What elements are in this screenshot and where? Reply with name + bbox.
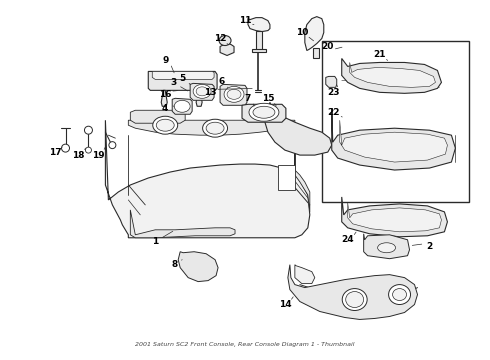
- Text: 8: 8: [171, 260, 177, 269]
- Polygon shape: [196, 90, 202, 106]
- Text: 10: 10: [295, 28, 308, 37]
- Text: 23: 23: [327, 88, 340, 97]
- Ellipse shape: [392, 289, 407, 301]
- Polygon shape: [305, 17, 324, 50]
- Text: 3: 3: [170, 78, 176, 87]
- Polygon shape: [248, 18, 270, 32]
- Text: 6: 6: [219, 77, 225, 86]
- Polygon shape: [278, 165, 295, 190]
- Polygon shape: [130, 110, 185, 123]
- Ellipse shape: [85, 147, 92, 153]
- Polygon shape: [242, 104, 286, 122]
- Ellipse shape: [253, 106, 275, 118]
- Ellipse shape: [206, 122, 224, 134]
- Ellipse shape: [227, 89, 241, 99]
- Polygon shape: [130, 210, 235, 238]
- Ellipse shape: [249, 103, 279, 121]
- Ellipse shape: [109, 141, 116, 149]
- Text: 7: 7: [245, 94, 251, 103]
- Text: 2001 Saturn SC2 Front Console, Rear Console Diagram 1 - Thumbnail: 2001 Saturn SC2 Front Console, Rear Cons…: [135, 342, 355, 347]
- Polygon shape: [295, 125, 310, 212]
- Polygon shape: [342, 197, 447, 237]
- Text: 9: 9: [162, 56, 169, 65]
- Polygon shape: [148, 71, 217, 90]
- Polygon shape: [342, 58, 441, 93]
- Ellipse shape: [378, 243, 395, 253]
- Polygon shape: [350, 62, 436, 87]
- Ellipse shape: [62, 144, 70, 152]
- Ellipse shape: [196, 87, 208, 96]
- Polygon shape: [332, 108, 455, 170]
- Text: 17: 17: [49, 148, 62, 157]
- Polygon shape: [288, 265, 417, 319]
- Ellipse shape: [193, 84, 211, 98]
- Text: 12: 12: [214, 34, 226, 43]
- Ellipse shape: [224, 86, 244, 102]
- Polygon shape: [364, 234, 410, 259]
- Polygon shape: [348, 203, 441, 232]
- Text: 22: 22: [327, 108, 340, 117]
- Ellipse shape: [156, 119, 174, 131]
- Ellipse shape: [174, 100, 190, 112]
- Polygon shape: [326, 76, 337, 87]
- Text: 14: 14: [279, 300, 291, 309]
- Text: 2: 2: [426, 242, 433, 251]
- Polygon shape: [105, 120, 310, 238]
- Ellipse shape: [153, 116, 178, 134]
- Text: 24: 24: [342, 235, 354, 244]
- Text: 13: 13: [204, 88, 217, 97]
- Ellipse shape: [203, 119, 227, 137]
- Text: 1: 1: [152, 237, 158, 246]
- Polygon shape: [313, 48, 319, 58]
- Text: 11: 11: [239, 16, 251, 25]
- Text: 16: 16: [159, 90, 171, 99]
- Text: 18: 18: [72, 150, 85, 159]
- Text: 4: 4: [162, 104, 169, 113]
- Polygon shape: [178, 252, 218, 282]
- Ellipse shape: [346, 292, 364, 307]
- Text: 19: 19: [92, 150, 105, 159]
- Ellipse shape: [219, 36, 231, 45]
- Bar: [322, 41, 469, 202]
- Ellipse shape: [389, 285, 411, 305]
- Polygon shape: [340, 120, 447, 162]
- Text: 21: 21: [373, 50, 386, 59]
- Text: 15: 15: [262, 94, 274, 103]
- Ellipse shape: [84, 126, 93, 134]
- Polygon shape: [295, 265, 315, 284]
- Polygon shape: [172, 98, 192, 114]
- Text: 5: 5: [179, 74, 185, 83]
- Polygon shape: [220, 84, 247, 105]
- Ellipse shape: [342, 289, 367, 310]
- Polygon shape: [152, 71, 214, 80]
- Polygon shape: [128, 120, 295, 135]
- Polygon shape: [220, 44, 234, 55]
- Polygon shape: [161, 90, 167, 106]
- Polygon shape: [256, 31, 262, 50]
- Text: 20: 20: [321, 42, 334, 51]
- Polygon shape: [265, 102, 332, 155]
- Polygon shape: [190, 84, 214, 100]
- Polygon shape: [252, 49, 266, 53]
